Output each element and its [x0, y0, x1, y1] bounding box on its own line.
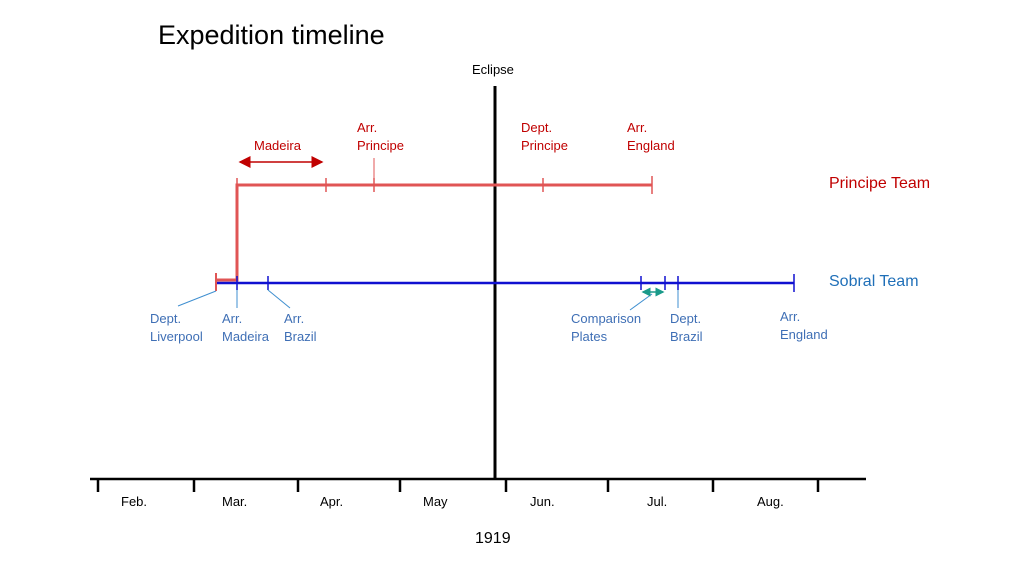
month-label: Apr.: [320, 494, 344, 509]
dept-liverpool-label: Dept. Liverpool: [150, 311, 203, 344]
year-label: 1919: [475, 530, 511, 547]
dept-liverpool-leader: [177, 290, 217, 307]
month-label: Jun.: [530, 494, 555, 509]
dept-brazil-label: Dept. Brazil: [670, 311, 703, 344]
arr-england-principe-label: Arr. England: [627, 120, 675, 153]
dept-principe-label: Dept. Principe: [521, 120, 568, 153]
arr-brazil-label: Arr. Brazil: [284, 311, 317, 344]
principe-team-label: Principe Team: [829, 175, 931, 192]
sobral-team-label: Sobral Team: [829, 273, 919, 290]
eclipse-label: Eclipse: [472, 62, 514, 77]
month-label: Jul.: [647, 494, 668, 509]
month-label: Feb.: [121, 494, 148, 509]
comparison-plates-leader: [629, 293, 653, 311]
principe-team-line: [216, 183, 652, 282]
month-label: Mar.: [222, 494, 248, 509]
comparison-plates-label: Comparison Plates: [571, 311, 642, 344]
arr-principe-label: Arr. Principe: [357, 120, 404, 153]
month-label: May: [423, 494, 448, 509]
arr-england-sobral-label: Arr. England: [780, 309, 828, 342]
diagram-title: Expedition timeline: [158, 20, 385, 50]
madeira-label: Madeira: [254, 138, 301, 153]
arr-madeira-label: Arr. Madeira: [222, 311, 269, 344]
arr-brazil-leader: [267, 289, 291, 309]
month-label: Aug.: [757, 494, 784, 509]
